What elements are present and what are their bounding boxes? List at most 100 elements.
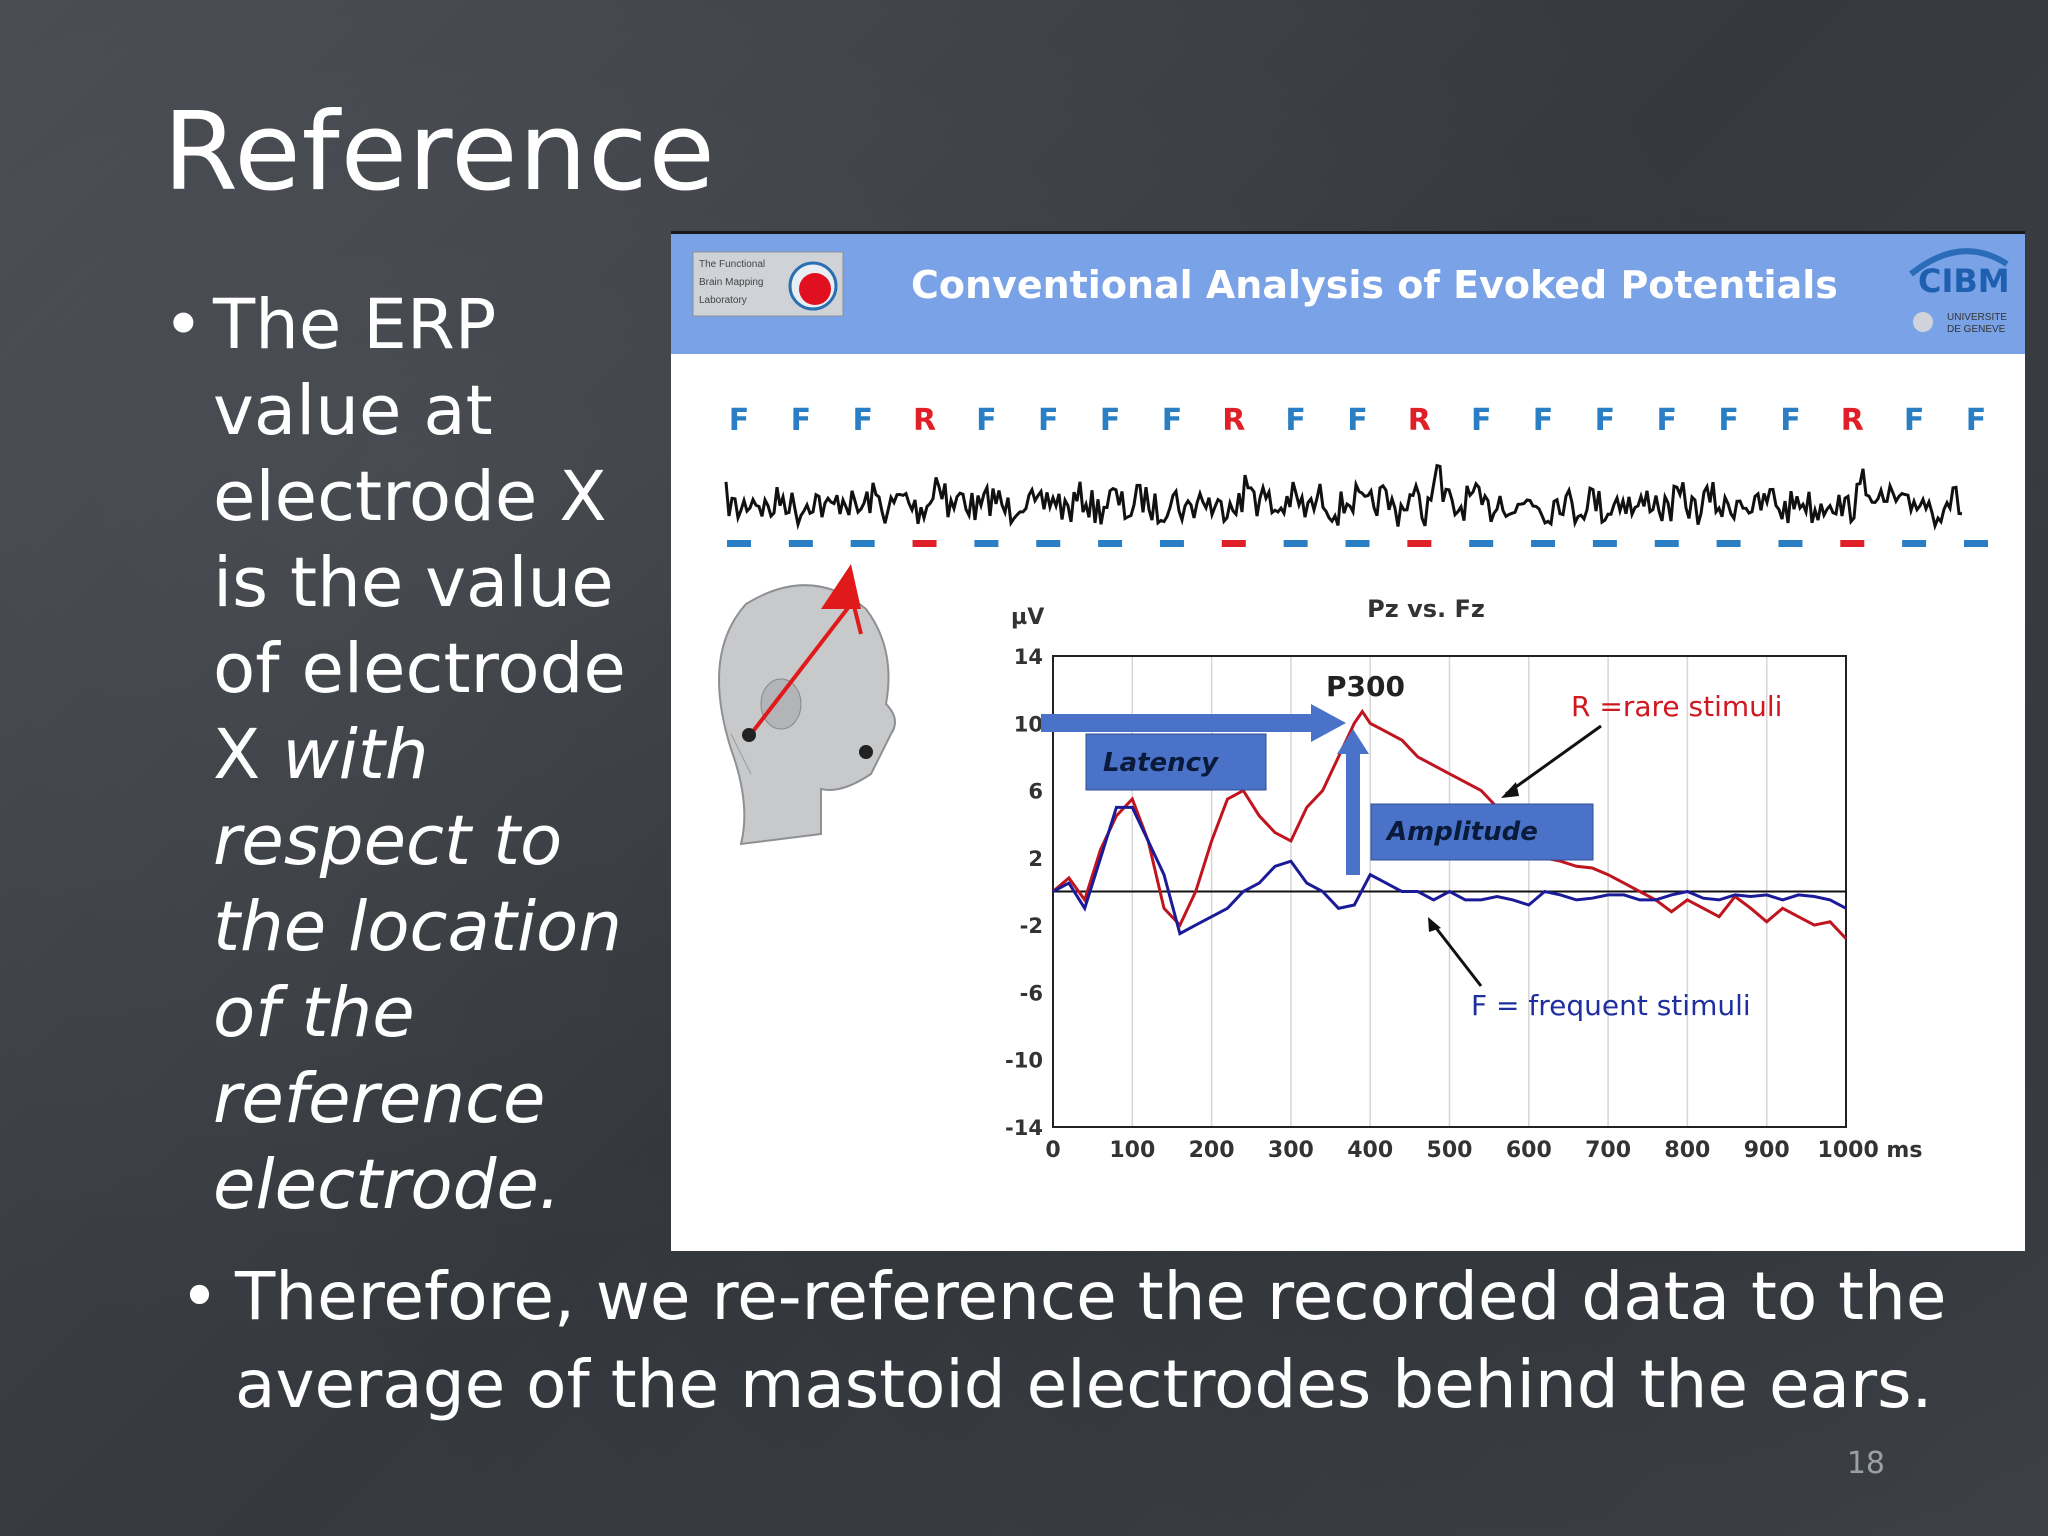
stimulus-label: F bbox=[1038, 403, 1059, 438]
stimulus-label: F bbox=[1718, 403, 1739, 438]
stimulus-marker bbox=[1840, 540, 1865, 547]
stimulus-marker bbox=[1283, 540, 1308, 547]
stimulus-label: F bbox=[791, 403, 812, 438]
stimulus-label: R bbox=[1408, 403, 1431, 438]
erp-figure: The Functional Brain Mapping Laboratory … bbox=[671, 231, 2025, 1251]
x-tick-label: 500 bbox=[1427, 1138, 1473, 1163]
stimulus-marker bbox=[850, 540, 875, 547]
bullet-marker: • bbox=[163, 285, 204, 365]
stimulus-marker bbox=[912, 540, 937, 547]
stimulus-marker bbox=[1159, 540, 1184, 547]
y-tick-label: 10 bbox=[1014, 712, 1043, 736]
stimulus-marker bbox=[974, 540, 999, 547]
stimulus-label: F bbox=[1471, 403, 1492, 438]
stimulus-marker bbox=[1036, 540, 1061, 547]
latency-arrow-head bbox=[1311, 704, 1346, 742]
university-line-1: UNIVERSITE bbox=[1947, 312, 2007, 323]
x-tick-label: 400 bbox=[1347, 1138, 1393, 1163]
triangle-marker-icon bbox=[821, 564, 861, 609]
stimulus-marker bbox=[1407, 540, 1432, 547]
erp-chart: Pz vs. Fz µV 14 10 6 2 -2 -6 -10 -14 0 100 200 300… bbox=[1005, 595, 1922, 1163]
ref-line bbox=[749, 602, 853, 736]
stimulus-label: F bbox=[1533, 403, 1554, 438]
page-number: 18 bbox=[1846, 1446, 1885, 1481]
x-tick-label: 0 bbox=[1045, 1138, 1060, 1163]
y-tick-label: -6 bbox=[1020, 981, 1043, 1005]
amplitude-label: Amplitude bbox=[1385, 817, 1538, 847]
lab-logo-line-2: Brain Mapping bbox=[699, 277, 763, 288]
stimulus-marker bbox=[1902, 540, 1927, 547]
cibm-logo-text: CIBM bbox=[1918, 262, 2010, 300]
stimulus-label: F bbox=[1100, 403, 1121, 438]
electrode-dot-right bbox=[859, 745, 873, 759]
stimulus-label: F bbox=[1162, 403, 1183, 438]
rare-pointer bbox=[1505, 724, 1602, 796]
stimulus-label: F bbox=[1780, 403, 1801, 438]
left-bullet: • The ERP value at electrode X is the va… bbox=[163, 282, 663, 1228]
left-bullet-italic: with respect to the location of the refe… bbox=[213, 715, 622, 1225]
erp-figure-svg: The Functional Brain Mapping Laboratory … bbox=[671, 234, 2025, 1163]
bottom-bullet-text: Therefore, we re-reference the recorded … bbox=[235, 1258, 1947, 1423]
x-tick-labels: 0 100 200 300 400 500 600 700 800 900 1000 ms bbox=[1045, 1138, 1922, 1163]
raw-eeg-trace bbox=[724, 463, 1963, 531]
frequent-pointer bbox=[1431, 923, 1483, 987]
lab-logo-line-1: The Functional bbox=[699, 259, 765, 270]
stimulus-marker bbox=[1778, 540, 1803, 547]
stimulus-marker bbox=[1531, 540, 1556, 547]
x-tick-label: 800 bbox=[1664, 1138, 1710, 1163]
series-frequent-line bbox=[1052, 805, 1847, 936]
left-bullet-text: The ERP value at electrode X is the valu… bbox=[213, 282, 663, 1228]
figure-header-title: Conventional Analysis of Evoked Potentia… bbox=[911, 263, 1838, 307]
lab-logo: The Functional Brain Mapping Laboratory bbox=[692, 251, 844, 317]
stimulus-label: F bbox=[729, 403, 750, 438]
x-tick-label: 1000 ms bbox=[1818, 1138, 1923, 1163]
stimulus-marker bbox=[1469, 540, 1494, 547]
y-tick-label: 14 bbox=[1014, 645, 1043, 669]
y-tick-labels: 14 10 6 2 -2 -6 -10 -14 bbox=[1005, 645, 1043, 1140]
stimulus-label: F bbox=[1595, 403, 1616, 438]
amplitude-arrow-shaft bbox=[1346, 752, 1360, 875]
bottom-bullet: • Therefore, we re-reference the recorde… bbox=[180, 1253, 1980, 1429]
stimulus-markers bbox=[727, 540, 1988, 547]
head-illustration bbox=[718, 564, 896, 846]
frequent-legend: F = frequent stimuli bbox=[1471, 989, 1751, 1022]
x-tick-label: 300 bbox=[1268, 1138, 1314, 1163]
amplitude-label-box bbox=[1370, 803, 1594, 861]
stimulus-marker bbox=[1098, 540, 1123, 547]
electrode-dot-left bbox=[742, 728, 756, 742]
stimulus-marker bbox=[1221, 540, 1246, 547]
stimulus-marker bbox=[1345, 540, 1370, 547]
stimulus-label: F bbox=[1347, 403, 1368, 438]
latency-label-box bbox=[1085, 733, 1267, 791]
stimulus-label: R bbox=[1841, 403, 1864, 438]
stimulus-label: R bbox=[1222, 403, 1245, 438]
stimulus-marker bbox=[727, 540, 751, 547]
y-tick-label: -10 bbox=[1005, 1049, 1043, 1073]
stimulus-label: F bbox=[976, 403, 997, 438]
y-axis-unit: µV bbox=[1011, 605, 1044, 630]
x-tick-label: 900 bbox=[1744, 1138, 1790, 1163]
stimulus-marker bbox=[1592, 540, 1617, 547]
latency-arrow-shaft bbox=[1041, 714, 1311, 732]
chart-title: Pz vs. Fz bbox=[1367, 595, 1485, 623]
x-tick-label: 600 bbox=[1506, 1138, 1552, 1163]
x-tick-label: 100 bbox=[1109, 1138, 1155, 1163]
stimulus-label: F bbox=[852, 403, 873, 438]
stimulus-label: R bbox=[913, 403, 936, 438]
x-tick-label: 700 bbox=[1585, 1138, 1631, 1163]
cibm-logo: CIBM UNIVERSITE DE GENEVE bbox=[1909, 248, 2010, 335]
x-tick-label: 200 bbox=[1189, 1138, 1235, 1163]
bullet-marker: • bbox=[180, 1258, 219, 1335]
university-seal-icon bbox=[1913, 312, 1933, 332]
left-bullet-plain: The ERP value at electrode X is the valu… bbox=[213, 285, 626, 795]
slide-title: Reference bbox=[163, 90, 716, 215]
y-tick-label: -2 bbox=[1020, 914, 1043, 938]
latency-label: Latency bbox=[1103, 748, 1219, 778]
university-line-2: DE GENEVE bbox=[1947, 324, 2006, 335]
lab-logo-line-3: Laboratory bbox=[699, 295, 747, 306]
stimulus-marker bbox=[788, 540, 813, 547]
stimulus-label: F bbox=[1904, 403, 1925, 438]
stimulus-label: F bbox=[1966, 403, 1987, 438]
figure-header-band bbox=[671, 234, 2025, 354]
